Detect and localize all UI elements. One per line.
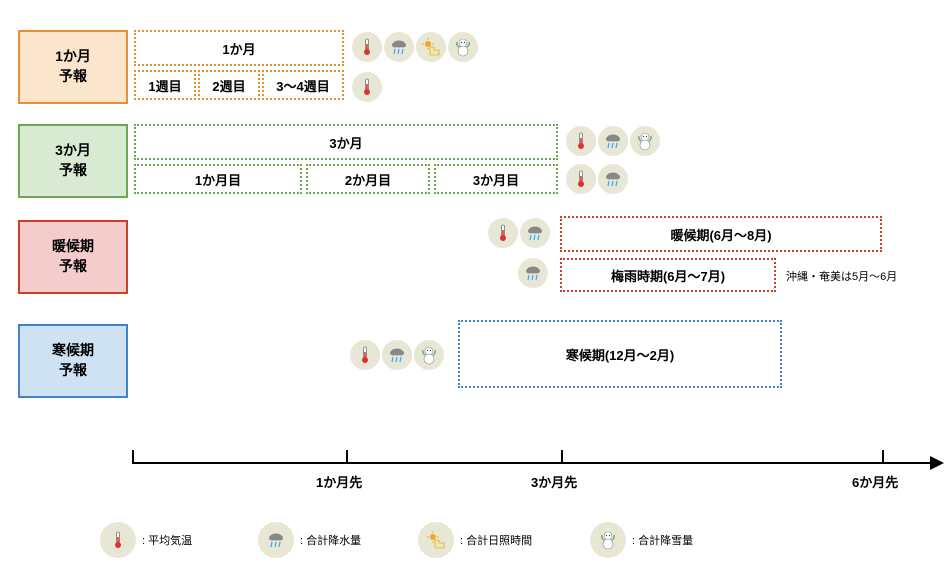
- temp-icon: [352, 72, 382, 102]
- three-month-icons-0: [566, 126, 660, 156]
- one-month-segment-1: 1週目: [134, 70, 196, 100]
- warm-season-icons-1: [518, 258, 548, 288]
- cold-season-icons-0: [350, 340, 444, 370]
- timeline-arrow: [930, 456, 944, 470]
- cold-season-label: 寒候期予報: [18, 324, 128, 398]
- three-month-icons-1: [566, 164, 628, 194]
- one-month-icons-1: [352, 72, 382, 102]
- one-month-segment-0: 1か月: [134, 30, 344, 66]
- sun-icon: [418, 522, 454, 558]
- axis-tick-0: [346, 450, 348, 464]
- legend-label-temp: : 平均気温: [142, 532, 192, 548]
- axis-tick-1: [561, 450, 563, 464]
- temp-icon: [566, 164, 596, 194]
- legend-label-sun: : 合計日照時間: [460, 532, 532, 548]
- axis-tick-start: [132, 450, 134, 464]
- axis-label-2: 6か月先: [852, 472, 898, 491]
- cold-season-segment-0: 寒候期(12月～2月): [458, 320, 782, 388]
- legend-label-snow: : 合計降雪量: [632, 532, 693, 548]
- temp-icon: [100, 522, 136, 558]
- warm-season-segment-0: 暖候期(6月～8月): [560, 216, 882, 252]
- snow-icon: [448, 32, 478, 62]
- legend-item-sun: : 合計日照時間: [418, 522, 532, 558]
- three-month-segment-0: 3か月: [134, 124, 558, 160]
- legend-item-temp: : 平均気温: [100, 522, 192, 558]
- legend-item-snow: : 合計降雪量: [590, 522, 693, 558]
- one-month-label: 1か月予報: [18, 30, 128, 104]
- axis-label-1: 3か月先: [531, 472, 577, 491]
- one-month-icons-0: [352, 32, 478, 62]
- warm-season-icons-0: [488, 218, 550, 248]
- temp-icon: [566, 126, 596, 156]
- rain-icon: [258, 522, 294, 558]
- temp-icon: [488, 218, 518, 248]
- timeline-axis: [132, 462, 930, 464]
- one-month-segment-2: 2週目: [198, 70, 260, 100]
- rain-icon: [384, 32, 414, 62]
- temp-icon: [350, 340, 380, 370]
- rain-icon: [520, 218, 550, 248]
- snow-icon: [590, 522, 626, 558]
- three-month-segment-2: 2か月目: [306, 164, 430, 194]
- legend-item-rain: : 合計降水量: [258, 522, 361, 558]
- rain-icon: [598, 164, 628, 194]
- axis-label-0: 1か月先: [316, 472, 362, 491]
- warm-season-note: 沖縄・奄美は5月～6月: [786, 268, 897, 284]
- snow-icon: [414, 340, 444, 370]
- axis-tick-2: [882, 450, 884, 464]
- warm-season-label: 暖候期予報: [18, 220, 128, 294]
- snow-icon: [630, 126, 660, 156]
- one-month-segment-3: 3～4週目: [262, 70, 344, 100]
- rain-icon: [382, 340, 412, 370]
- three-month-label: 3か月予報: [18, 124, 128, 198]
- three-month-segment-1: 1か月目: [134, 164, 302, 194]
- three-month-segment-3: 3か月目: [434, 164, 558, 194]
- warm-season-segment-1: 梅雨時期(6月～7月): [560, 258, 776, 292]
- sun-icon: [416, 32, 446, 62]
- rain-icon: [518, 258, 548, 288]
- legend-label-rain: : 合計降水量: [300, 532, 361, 548]
- rain-icon: [598, 126, 628, 156]
- temp-icon: [352, 32, 382, 62]
